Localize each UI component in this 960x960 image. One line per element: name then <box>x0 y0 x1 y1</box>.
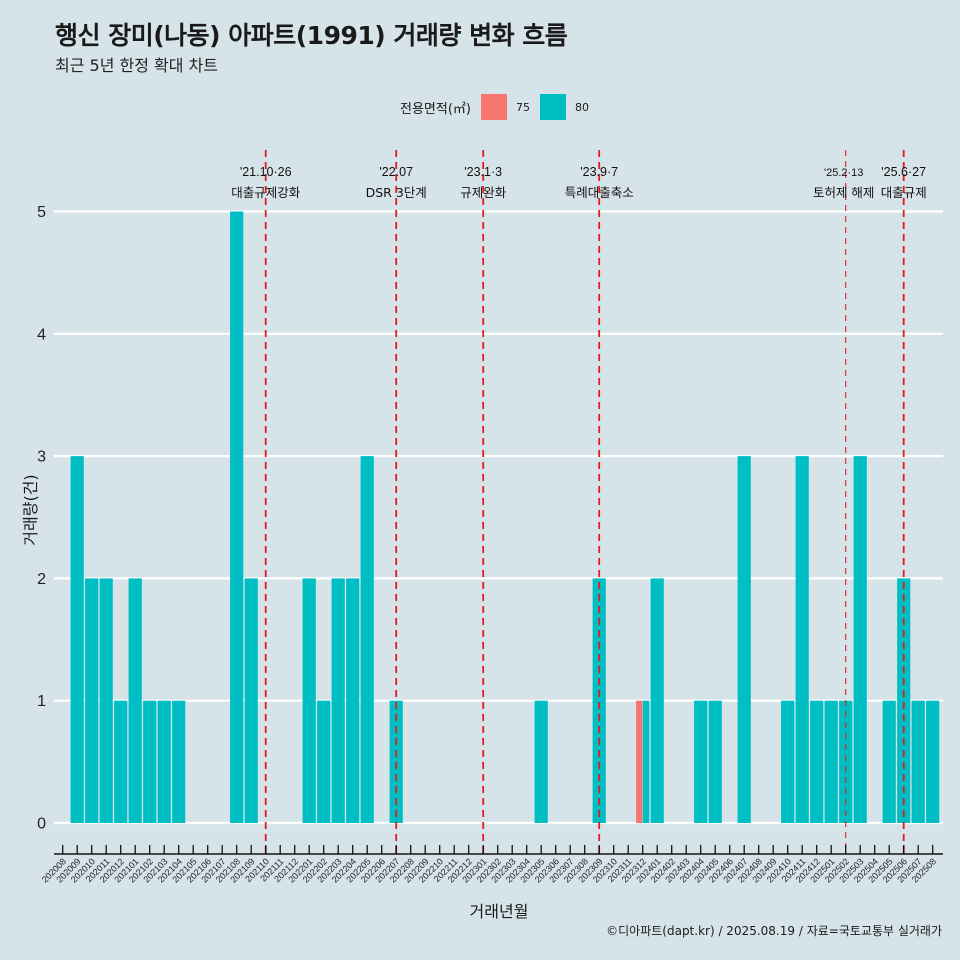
bar-80-202202 <box>317 700 331 823</box>
event-label: DSR 3단계 <box>366 185 427 200</box>
bar-80-202104 <box>172 700 186 823</box>
legend-swatch-75 <box>480 94 507 120</box>
bar-80-202503 <box>853 456 867 823</box>
bar-80-202012 <box>114 700 128 823</box>
event-date: '25.2·13 <box>824 167 863 179</box>
legend: 전용면적(㎡) 75 80 <box>400 94 599 120</box>
bar-80-202412 <box>810 700 824 823</box>
bar-80-202011 <box>99 578 113 823</box>
bar-80-202401 <box>650 578 664 823</box>
chart-title: 행신 장미(나동) 아파트(1991) 거래량 변화 흐름 <box>55 21 568 50</box>
y-tick-label: 2 <box>37 571 46 588</box>
event-label: 토허제 해제 <box>813 185 874 200</box>
bar-80-202410 <box>781 700 795 823</box>
y-tick-label: 4 <box>37 326 46 343</box>
bar-80-202507 <box>911 700 925 823</box>
event-label: 대출규제강화 <box>231 185 301 200</box>
bar-80-202203 <box>331 578 345 823</box>
chart-subtitle: 최근 5년 한정 확대 차트 <box>55 56 219 75</box>
event-date: '23.9·7 <box>580 165 618 179</box>
legend-swatch-80 <box>539 94 566 120</box>
bar-80-202201 <box>302 578 316 823</box>
bar-80-202204 <box>346 578 360 823</box>
legend-label-80: 80 <box>574 100 589 114</box>
bar-80-202109 <box>244 578 258 823</box>
legend-title: 전용면적(㎡) <box>400 101 471 117</box>
bar-80-202207 <box>389 700 403 823</box>
y-tick-label: 5 <box>37 204 46 221</box>
gridlines <box>54 210 943 825</box>
bar-80-202309 <box>592 578 606 823</box>
bar-80-202102 <box>143 700 157 823</box>
bar-80-202312 <box>642 700 650 823</box>
bars <box>70 211 940 823</box>
bar-80-202305 <box>534 700 548 823</box>
bar-80-202505 <box>882 700 896 823</box>
bar-80-202411 <box>795 456 809 823</box>
legend-label-75: 75 <box>515 100 530 114</box>
bar-80-202205 <box>360 456 374 823</box>
source-caption: ©디아파트(dapt.kr) / 2025.08.19 / 자료=국토교통부 실… <box>606 924 942 938</box>
bar-80-202010 <box>85 578 99 823</box>
y-tick-label: 0 <box>37 816 46 833</box>
y-tick-label: 3 <box>37 449 46 466</box>
event-label: 규제완화 <box>460 185 507 200</box>
y-axis-title: 거래량(건) <box>21 474 40 546</box>
bar-80-202108 <box>230 211 244 823</box>
event-label: 대출규제 <box>881 185 927 200</box>
bar-80-202502 <box>839 700 853 823</box>
bar-75-202312 <box>636 700 643 823</box>
bar-80-202101 <box>128 578 142 823</box>
bar-80-202407 <box>737 456 751 823</box>
event-label: 특례대출축소 <box>565 185 634 200</box>
event-date: '25.6·27 <box>881 165 926 179</box>
bar-80-202501 <box>824 700 838 823</box>
event-lines: '21.10·26 대출규제강화 '22.07 DSR 3단계 '23.1·3 규제완화 '… <box>231 150 927 853</box>
bar-80-202506 <box>897 578 911 823</box>
bar-80-202009 <box>70 456 84 823</box>
bar-80-202508 <box>926 700 940 823</box>
y-tick-label: 1 <box>37 693 46 710</box>
bar-80-202404 <box>694 700 708 823</box>
event-date: '21.10·26 <box>240 165 292 179</box>
bar-80-202405 <box>708 700 722 823</box>
event-date: '22.07 <box>379 165 413 179</box>
y-tick-labels: 0 1 2 3 4 5 <box>37 204 46 833</box>
event-date: '23.1·3 <box>464 165 502 179</box>
x-axis: 2020082020092020102020112020122021012021… <box>40 845 943 885</box>
bar-80-202103 <box>157 700 171 823</box>
x-axis-title: 거래년월 <box>469 902 529 921</box>
